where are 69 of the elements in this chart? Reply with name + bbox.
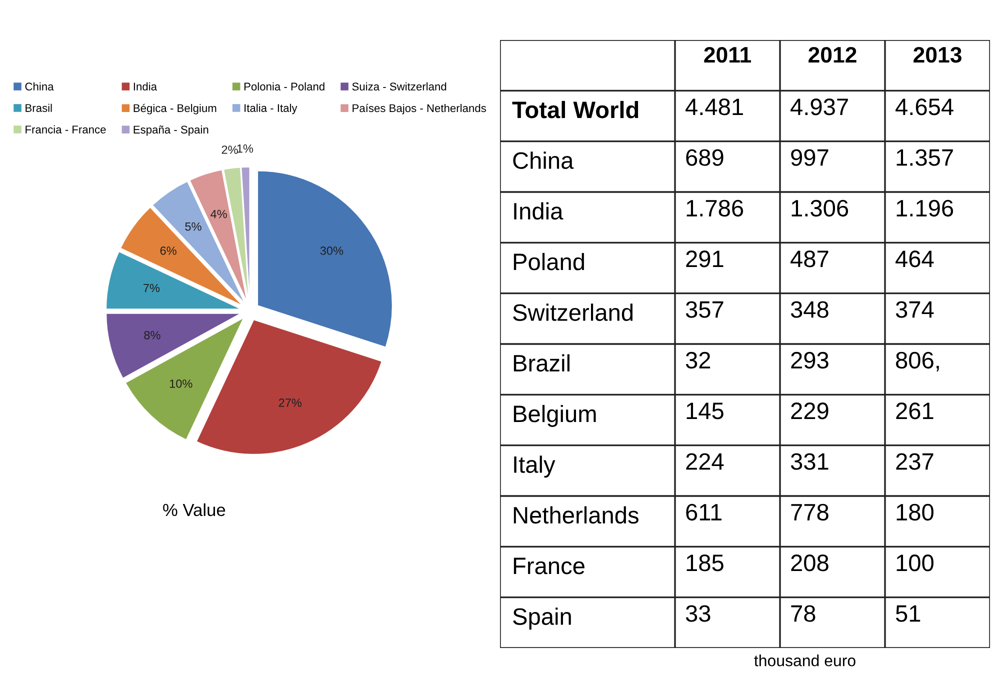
legend-label: España - Spain xyxy=(134,125,208,136)
text: 51 xyxy=(896,605,920,622)
data-label: 27% xyxy=(278,398,302,407)
text: 78 xyxy=(791,605,816,622)
text: 224 xyxy=(686,453,724,470)
data-label: 7% xyxy=(144,284,160,292)
text: 611 xyxy=(686,504,722,521)
category-label: Spain xyxy=(513,608,571,630)
category-label: 2012 xyxy=(808,46,856,63)
text: 1.786 xyxy=(686,200,744,217)
category-label: China xyxy=(513,152,574,169)
text: 4.937 xyxy=(790,98,848,116)
text: 185 xyxy=(686,554,724,572)
text: 208 xyxy=(791,554,828,572)
category-label: Netherlands xyxy=(514,506,638,524)
category-label: Poland xyxy=(514,252,584,270)
text: 33 xyxy=(686,605,710,622)
text: 374 xyxy=(896,301,934,318)
text: 291 xyxy=(686,250,724,268)
legend-label: Brasil xyxy=(26,104,52,112)
text: 32 xyxy=(686,352,710,369)
text: % Value xyxy=(163,503,226,516)
legend-label: India xyxy=(134,82,157,91)
data-label: 5% xyxy=(185,222,202,231)
text: thousand euro xyxy=(754,654,856,666)
text: 229 xyxy=(791,402,828,420)
text: 261 xyxy=(896,402,934,420)
legend-label: Suiza - Switzerland xyxy=(352,82,446,91)
text: 1.196 xyxy=(896,200,954,217)
category-label: Italy xyxy=(514,456,556,478)
text: 464 xyxy=(896,250,934,268)
text: 1.306 xyxy=(792,200,848,217)
text: 357 xyxy=(686,301,724,318)
category-label: Belgium xyxy=(514,404,596,427)
category-label: India xyxy=(514,202,564,220)
data-label: 6% xyxy=(160,246,176,255)
data-label: 8% xyxy=(144,330,160,340)
legend-label: China xyxy=(25,82,54,91)
text: 1.357 xyxy=(896,149,953,166)
category-label: Brazil xyxy=(514,354,570,372)
data-label: 10% xyxy=(170,379,192,388)
category-label: 2011 xyxy=(704,46,751,63)
text: 237 xyxy=(896,453,934,470)
category-label: 2013 xyxy=(914,46,962,63)
text: 806, xyxy=(896,352,939,372)
data-label: 30% xyxy=(320,246,344,255)
text: 778 xyxy=(791,504,828,521)
category-label: Total World xyxy=(512,100,638,118)
text: 689 xyxy=(686,149,724,166)
data-label: 1% xyxy=(237,144,254,153)
data-label: 2% xyxy=(222,146,238,154)
text: 100 xyxy=(896,554,934,572)
legend-label: Polonia - Poland xyxy=(244,82,324,91)
text: 4.654 xyxy=(896,98,954,116)
legend-label: Francia - France xyxy=(26,125,106,134)
category-label: Switzerland xyxy=(513,304,633,321)
text: 487 xyxy=(790,250,828,268)
text: 180 xyxy=(896,504,934,521)
legend-label: Bégica - Belgium xyxy=(134,104,216,114)
text: 997 xyxy=(791,149,828,166)
text: 293 xyxy=(791,352,828,369)
text: 145 xyxy=(686,402,724,420)
category-label: France xyxy=(514,558,584,574)
legend-label: Italia - Italy xyxy=(244,104,298,114)
text: 4.481 xyxy=(686,98,743,116)
legend-label: Países Bajos - Netherlands xyxy=(352,104,486,114)
text: 348 xyxy=(790,301,828,318)
data-label: 4% xyxy=(210,210,227,218)
text: 331 xyxy=(790,453,828,470)
